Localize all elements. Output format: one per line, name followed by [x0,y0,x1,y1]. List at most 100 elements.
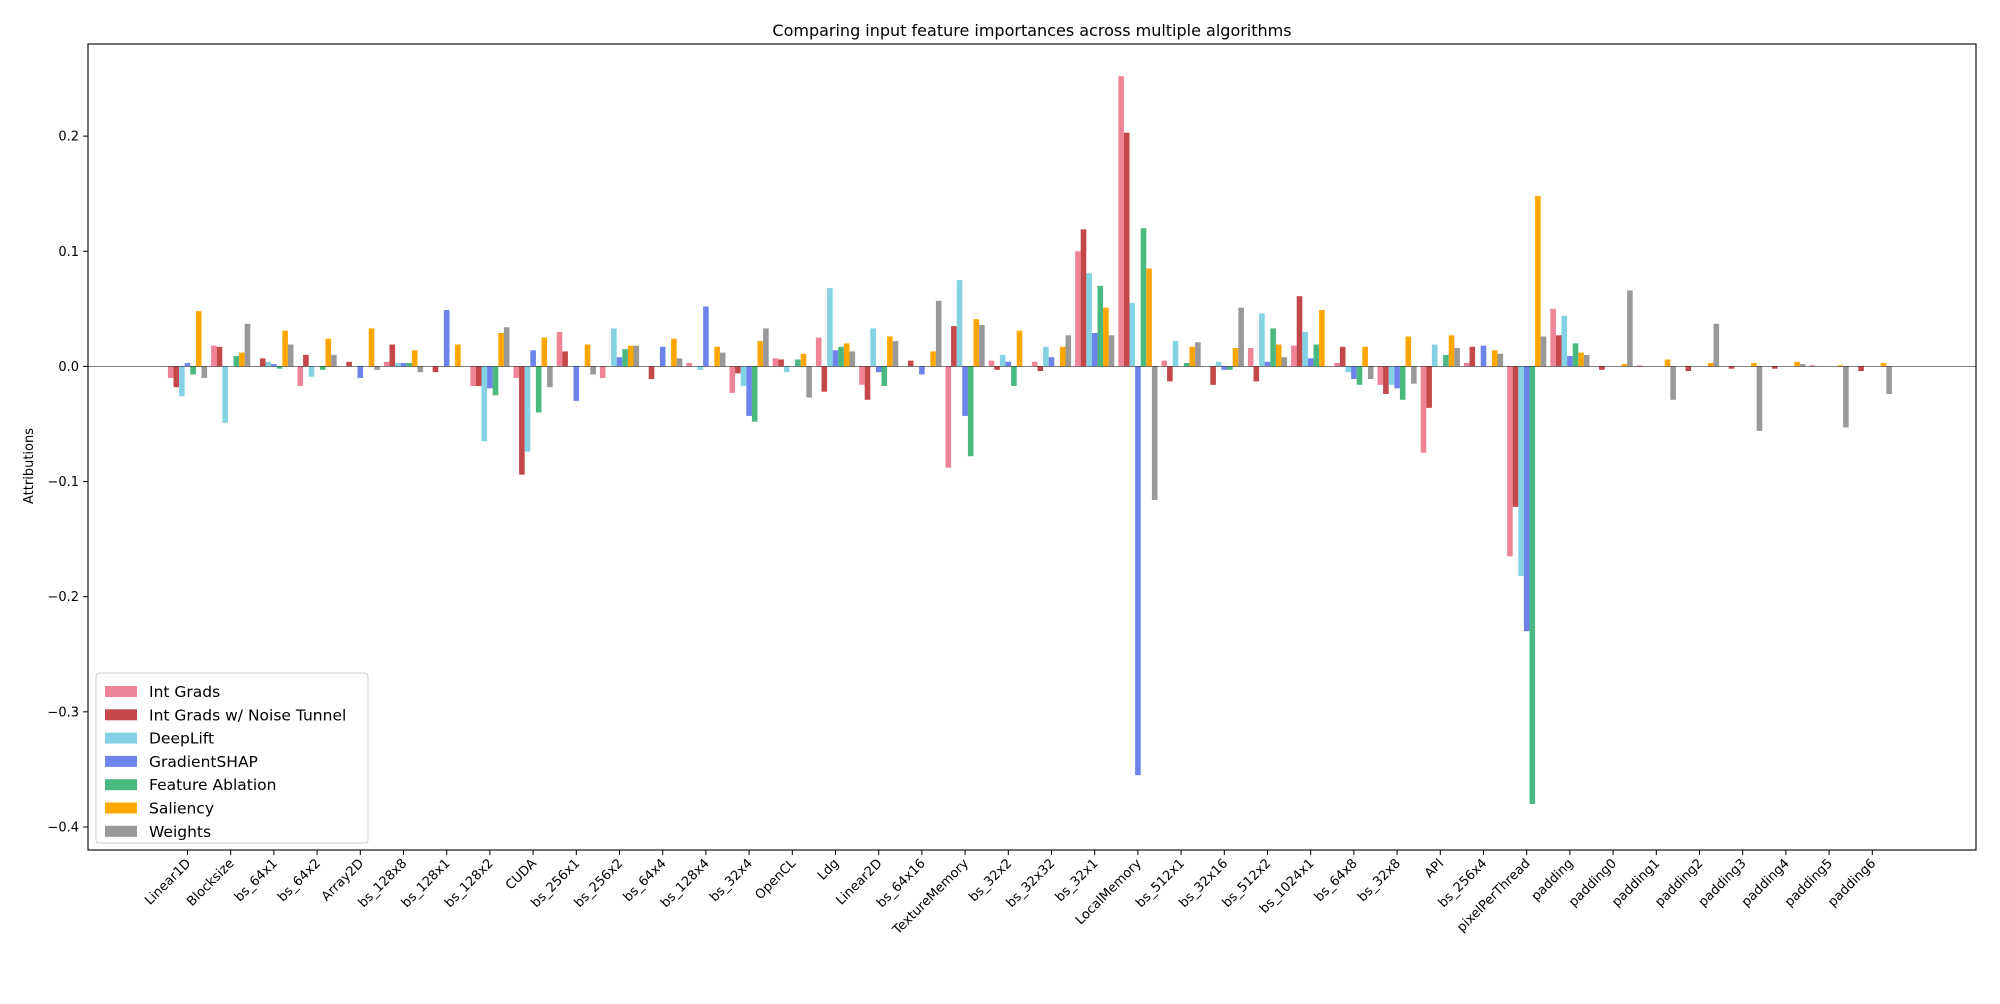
bar [844,343,850,366]
y-tick-label: 0.0 [58,360,79,375]
bar [1141,228,1147,366]
bar [185,363,191,366]
bar [1227,366,1233,369]
bar [1881,363,1887,366]
bar [1498,354,1504,367]
bar [1248,348,1254,366]
bar [260,358,266,366]
bar [930,351,936,366]
bar [1314,345,1320,367]
bar [730,366,736,392]
bar [369,328,375,366]
bar [1362,347,1368,367]
bar [1394,366,1400,388]
y-tick-label: −0.4 [47,820,79,835]
bar [1449,335,1455,366]
bar [331,355,337,367]
y-axis-label: Attributions [22,428,37,504]
bar [542,338,548,367]
bar [303,355,309,367]
bar [1584,355,1590,367]
bar [870,328,876,366]
bar [1319,310,1325,366]
bar [1173,341,1179,366]
bar [1800,364,1806,366]
bar [741,366,747,386]
legend-swatch [105,826,137,837]
y-tick-label: 0.1 [58,245,79,260]
bar [1470,347,1476,367]
bar [887,336,893,366]
bar [957,280,963,366]
bar [1103,308,1109,367]
bar [179,366,185,396]
bar [1426,366,1432,407]
bar [1075,251,1081,366]
bar [1550,309,1556,367]
bar [735,366,741,373]
bar [1665,359,1671,366]
bar [1135,366,1141,775]
bar [202,366,208,378]
bar [720,353,726,367]
bar [1222,366,1228,369]
bar [1454,348,1460,366]
bar [547,366,553,387]
y-tick-label: −0.3 [47,705,79,720]
bar [1411,366,1417,383]
bar [574,366,580,401]
bar [1481,346,1487,367]
bar [1081,229,1087,366]
bar [1092,333,1098,366]
legend-swatch [105,803,137,814]
bar [859,366,865,384]
bar [919,366,925,374]
bar [498,333,504,366]
bar [686,363,692,366]
bar [893,341,899,366]
bar [1794,362,1800,367]
bar [455,345,461,367]
bar [1535,196,1541,366]
bar [1291,346,1297,367]
bar [968,366,974,456]
bar [585,345,591,367]
bar [634,346,640,367]
legend-swatch [105,779,137,790]
bar [962,366,968,416]
bar [752,366,758,421]
bar [1507,366,1513,556]
bar [1270,328,1276,366]
bar [865,366,871,399]
bar [1443,355,1449,367]
bar [1729,366,1735,368]
bar [266,362,272,367]
bar [1757,366,1763,430]
bar [1233,348,1239,366]
bar [611,328,617,366]
bar [1043,347,1049,367]
bar [1357,366,1363,384]
bar [1378,366,1384,384]
bar [1210,366,1216,384]
legend-label: Saliency [149,800,214,818]
bar [358,366,364,378]
y-tick-label: −0.2 [47,590,79,605]
bar [1109,335,1115,366]
bar [384,362,390,367]
bar [1513,366,1519,506]
bar [936,301,942,367]
bar [784,366,790,372]
bar [994,366,1000,369]
bar [1259,313,1265,366]
bar [1562,316,1568,367]
bar [951,326,957,366]
bar [1011,366,1017,386]
bar [433,366,439,372]
legend-swatch [105,709,137,720]
bar [1432,345,1438,367]
bar [309,366,315,376]
bar [1216,362,1222,367]
bar [882,366,888,386]
